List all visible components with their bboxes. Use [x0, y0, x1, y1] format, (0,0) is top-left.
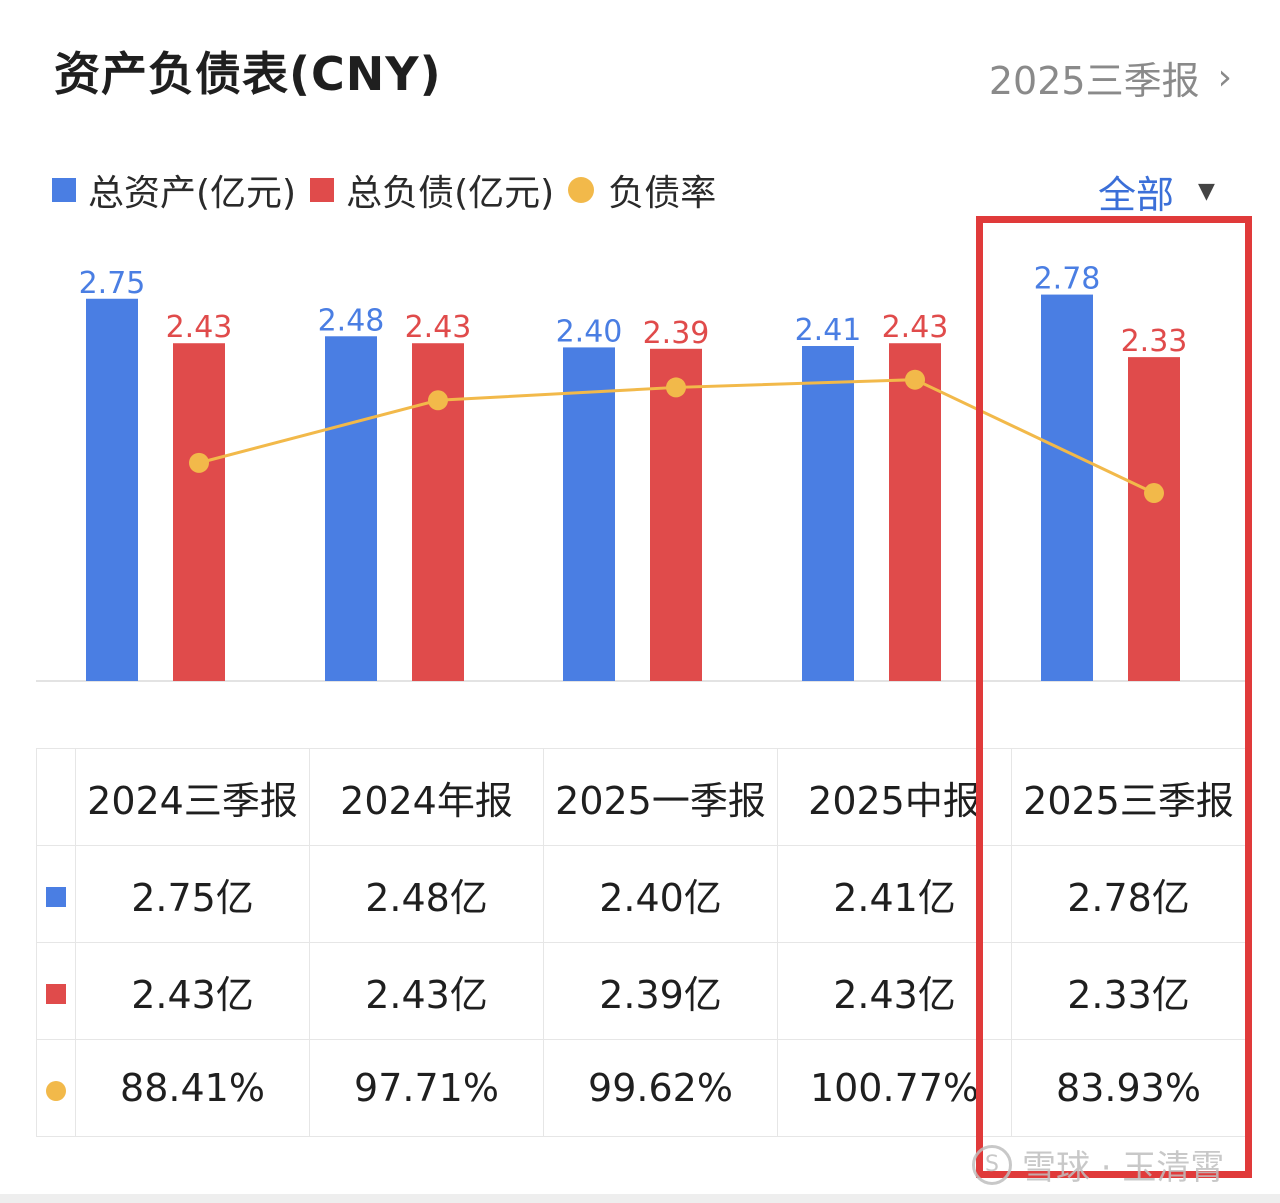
- bar-liabilities: [650, 348, 702, 681]
- table-cell: 100.77%: [777, 1039, 1012, 1137]
- liabilities-marker-cell: [36, 942, 76, 1040]
- table-cell: 2.43亿: [309, 942, 544, 1040]
- table-cell: 2.33亿: [1011, 942, 1246, 1040]
- bar-assets: [86, 298, 138, 681]
- legend-assets-label: 总资产(亿元): [88, 173, 297, 214]
- data-label-liabilities: 2.43: [882, 310, 949, 345]
- assets-marker-cell: [36, 845, 76, 943]
- table-cell: 2.78亿: [1011, 845, 1246, 943]
- table-cell: 2.39亿: [543, 942, 778, 1040]
- table-header-row: 2024三季报 2024年报 2025一季报 2025中报 2025三季报: [36, 748, 1246, 846]
- data-label-assets: 2.48: [318, 303, 385, 338]
- assets-square-icon: [46, 887, 66, 907]
- bar-assets: [325, 336, 377, 681]
- ratio-point: [666, 377, 686, 398]
- data-label-liabilities: 2.43: [405, 310, 472, 345]
- chevron-right-icon: ›: [1217, 57, 1232, 98]
- liabilities-square-icon: [46, 984, 66, 1004]
- ratio-point: [1144, 483, 1164, 504]
- bottom-band: [0, 1194, 1280, 1203]
- table-header-cell: 2024年报: [309, 748, 544, 846]
- table-cell: 97.71%: [309, 1039, 544, 1137]
- legend-assets[interactable]: 总资产(亿元): [52, 164, 296, 216]
- header-marker-cell: [36, 748, 76, 846]
- ratio-dot-icon: [568, 177, 595, 203]
- series-filter-dropdown[interactable]: 全部 ▼: [1098, 164, 1215, 219]
- data-table: 2024三季报 2024年报 2025一季报 2025中报 2025三季报 2.…: [36, 748, 1246, 1137]
- liabilities-square-icon: [310, 178, 335, 202]
- page-title: 资产负债表(CNY): [54, 47, 442, 101]
- table-row-ratio: 88.41% 97.71% 99.62% 100.77% 83.93%: [36, 1039, 1246, 1137]
- legend-liabilities[interactable]: 总负债(亿元): [310, 164, 554, 216]
- data-label-liabilities: 2.39: [643, 316, 710, 351]
- data-label-assets: 2.78: [1034, 262, 1101, 297]
- period-label: 2025三季报: [988, 59, 1200, 103]
- legend-liabilities-label: 总负债(亿元): [346, 173, 555, 214]
- data-label-liabilities: 2.43: [166, 310, 233, 345]
- watermark: S 雪球 · 玉清霄: [972, 1140, 1224, 1189]
- bar-liabilities: [173, 343, 225, 681]
- data-label-liabilities: 2.33: [1121, 324, 1188, 359]
- table-row-assets: 2.75亿 2.48亿 2.40亿 2.41亿 2.78亿: [36, 845, 1246, 943]
- table-header-cell: 2025一季报: [543, 748, 778, 846]
- ratio-marker-cell: [36, 1039, 76, 1137]
- data-label-assets: 2.41: [795, 313, 862, 348]
- table-cell: 2.43亿: [777, 942, 1012, 1040]
- bar-assets: [802, 346, 854, 681]
- assets-square-icon: [52, 178, 76, 202]
- triangle-down-icon: ▼: [1198, 179, 1215, 204]
- data-label-assets: 2.40: [556, 314, 623, 349]
- table-cell: 2.75亿: [75, 845, 310, 943]
- snowball-logo-icon: S: [972, 1144, 1012, 1185]
- table-cell: 88.41%: [75, 1039, 310, 1137]
- bar-assets: [1041, 294, 1093, 681]
- highlight-box: [976, 216, 1252, 1178]
- filter-label: 全部: [1098, 173, 1175, 217]
- period-selector[interactable]: 2025三季报 ›: [989, 50, 1232, 105]
- ratio-point: [428, 390, 448, 411]
- chart-legend: 总资产(亿元) 总负债(亿元) 负债率: [52, 164, 730, 216]
- bar-liabilities: [889, 343, 941, 681]
- legend-ratio-label: 负债率: [608, 173, 717, 214]
- table-cell: 2.48亿: [309, 845, 544, 943]
- table-cell: 83.93%: [1011, 1039, 1246, 1137]
- bar-liabilities: [1128, 357, 1180, 681]
- watermark-text: 雪球 · 玉清霄: [1022, 1148, 1225, 1188]
- table-row-liabilities: 2.43亿 2.43亿 2.39亿 2.43亿 2.33亿: [36, 942, 1246, 1040]
- legend-ratio[interactable]: 负债率: [568, 164, 716, 216]
- table-cell: 2.41亿: [777, 845, 1012, 943]
- data-label-assets: 2.75: [79, 266, 146, 301]
- table-cell: 99.62%: [543, 1039, 778, 1137]
- bar-assets: [563, 347, 615, 681]
- ratio-point: [189, 452, 209, 473]
- ratio-point: [905, 369, 925, 390]
- balance-chart: 2.75 2.43 2.48 2.43 2.40 2.39 2.41 2.43 2.78 2.33: [36, 262, 1246, 682]
- ratio-dot-icon: [46, 1081, 66, 1101]
- table-header-cell: 2025中报: [777, 748, 1012, 846]
- table-cell: 2.40亿: [543, 845, 778, 943]
- table-header-cell: 2025三季报: [1011, 748, 1246, 846]
- table-cell: 2.43亿: [75, 942, 310, 1040]
- table-header-cell: 2024三季报: [75, 748, 310, 846]
